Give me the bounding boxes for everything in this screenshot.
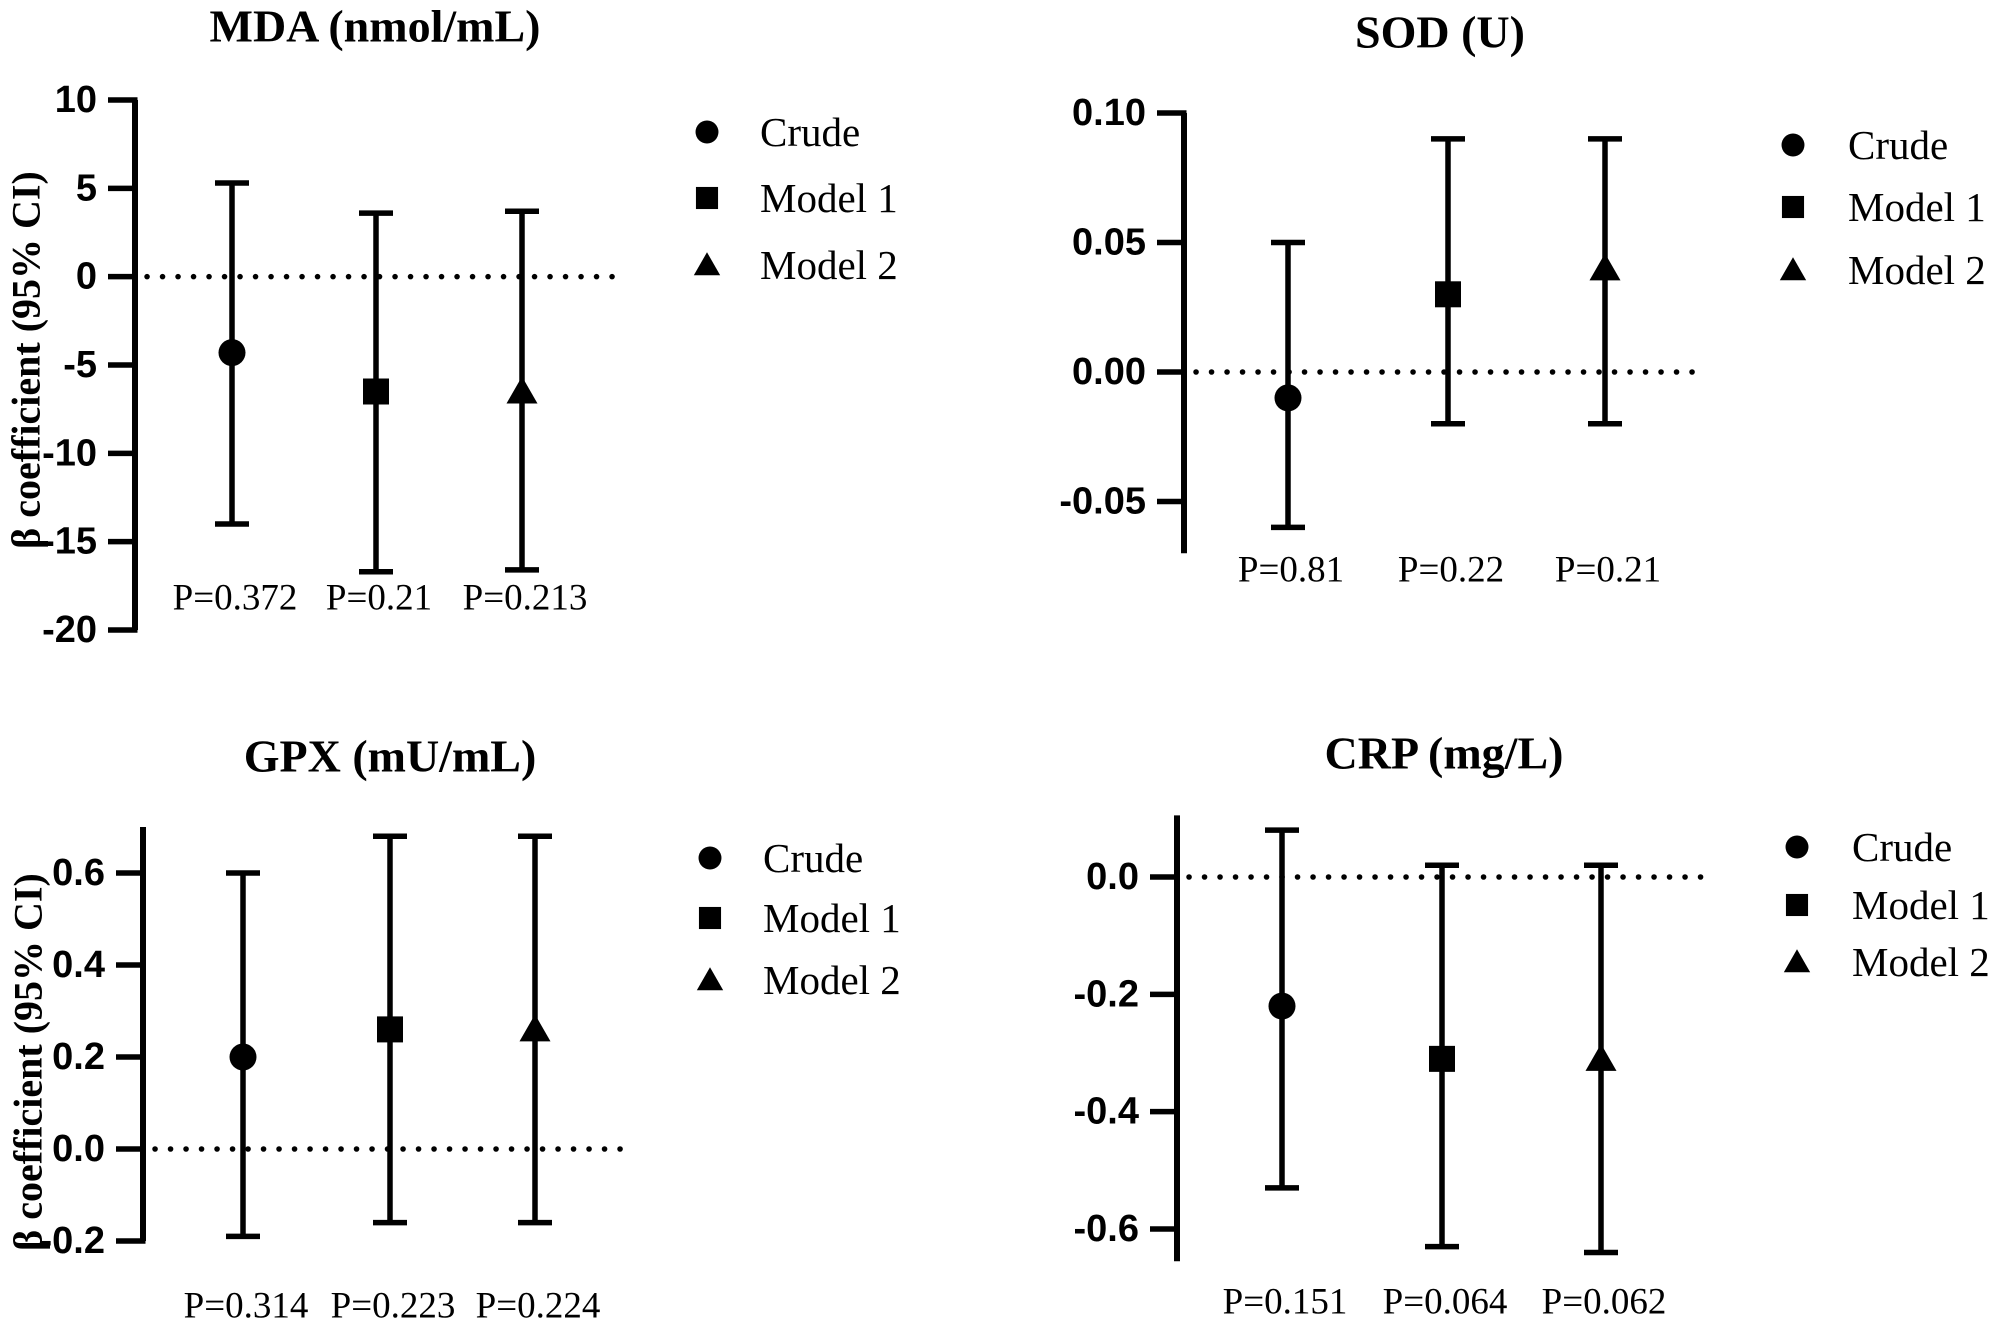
legend-label: Model 1 bbox=[1848, 184, 1986, 230]
data-point-triangle-icon bbox=[519, 1014, 551, 1042]
p-value-label: P=0.151 bbox=[1223, 1282, 1348, 1323]
legend-square-icon bbox=[1781, 195, 1805, 219]
p-value-label: P=0.062 bbox=[1542, 1282, 1667, 1323]
panel-title: MDA (nmol/mL) bbox=[210, 1, 541, 52]
data-point-triangle-icon bbox=[1589, 253, 1621, 281]
legend-circle-icon bbox=[1785, 835, 1809, 859]
y-tick-label: 0.0 bbox=[52, 1128, 105, 1170]
p-value-label: P=0.314 bbox=[184, 1286, 309, 1325]
legend-label: Model 2 bbox=[1848, 247, 1986, 293]
p-value-label: P=0.223 bbox=[331, 1286, 456, 1325]
legend: Crude Model 1 Model 2 bbox=[1783, 824, 1990, 985]
p-value-label: P=0.21 bbox=[326, 578, 432, 619]
y-tick-label: -0.2 bbox=[1074, 973, 1139, 1015]
p-value-label: P=0.21 bbox=[1555, 550, 1661, 591]
legend-label: Crude bbox=[760, 109, 860, 155]
legend-label: Crude bbox=[763, 835, 863, 881]
panel-title: CRP (mg/L) bbox=[1325, 728, 1564, 779]
y-tick-label: -0.6 bbox=[1074, 1208, 1139, 1250]
legend-triangle-icon bbox=[1779, 257, 1807, 281]
data-point-triangle-icon bbox=[506, 376, 538, 404]
p-value-label: P=0.213 bbox=[463, 578, 588, 619]
y-tick-label: 5 bbox=[76, 167, 97, 209]
legend-triangle-icon bbox=[1783, 949, 1811, 973]
y-tick-label: 0.00 bbox=[1072, 351, 1146, 393]
panel-mda: 10 5 0 -5 -10 -15 -20 P=0.372 P=0.21 P=0.213 MDA (… bbox=[4, 1, 898, 652]
y-tick-label: 0.4 bbox=[52, 944, 105, 986]
panel-title: GPX (mU/mL) bbox=[244, 731, 537, 782]
legend-circle-icon bbox=[1781, 133, 1805, 157]
panel-gpx: 0.6 0.4 0.2 0.0 -0.2 P=0.314 P=0.223 P=0.224 GPX… bbox=[6, 731, 901, 1325]
y-tick-label: 0.05 bbox=[1072, 222, 1146, 264]
data-point-square-icon bbox=[1429, 1045, 1455, 1072]
legend-label: Model 2 bbox=[760, 242, 898, 288]
y-tick-label: -0.4 bbox=[1074, 1091, 1139, 1133]
p-value-label: P=0.22 bbox=[1398, 550, 1504, 591]
panel-crp: 0.0 -0.2 -0.4 -0.6 P=0.151 P=0.064 P=0.062 CRP … bbox=[1074, 728, 1990, 1323]
y-tick-label: 0.0 bbox=[1086, 856, 1139, 898]
panel-sod: 0.10 0.05 0.00 -0.05 P=0.81 P=0.22 P=0.21 SOD (… bbox=[1059, 7, 1985, 591]
y-tick-label: 10 bbox=[55, 79, 97, 121]
legend-label: Model 2 bbox=[763, 957, 901, 1003]
y-tick-label: -15 bbox=[42, 521, 97, 563]
legend-label: Crude bbox=[1852, 824, 1952, 870]
panel-title: SOD (U) bbox=[1355, 7, 1525, 58]
data-point-triangle-icon bbox=[1585, 1043, 1617, 1071]
data-point-square-icon bbox=[363, 378, 389, 405]
legend-square-icon bbox=[695, 186, 719, 210]
data-point-square-icon bbox=[1435, 281, 1461, 308]
legend-square-icon bbox=[698, 906, 722, 930]
y-tick-label: -20 bbox=[42, 609, 97, 651]
y-tick-label: -5 bbox=[63, 344, 97, 386]
data-point-square-icon bbox=[377, 1016, 403, 1043]
legend-circle-icon bbox=[698, 846, 722, 870]
data-point-circle-icon bbox=[218, 339, 246, 367]
legend-label: Model 2 bbox=[1852, 939, 1990, 985]
legend-label: Model 1 bbox=[760, 175, 898, 221]
y-tick-label: 0.10 bbox=[1072, 92, 1146, 134]
legend-circle-icon bbox=[695, 120, 719, 144]
y-tick-label: -10 bbox=[42, 432, 97, 474]
data-point-circle-icon bbox=[229, 1043, 257, 1071]
legend-label: Crude bbox=[1848, 122, 1948, 168]
p-value-label: P=0.372 bbox=[173, 578, 298, 619]
p-value-label: P=0.81 bbox=[1238, 550, 1344, 591]
y-axis-title: β coefficient (95% CI) bbox=[4, 171, 49, 549]
y-tick-label: -0.05 bbox=[1059, 481, 1146, 523]
legend-label: Model 1 bbox=[763, 895, 901, 941]
p-value-label: P=0.224 bbox=[476, 1286, 601, 1325]
legend: Crude Model 1 Model 2 bbox=[693, 109, 898, 288]
legend-triangle-icon bbox=[696, 967, 724, 991]
y-axis-title: β coefficient (95% CI) bbox=[6, 873, 51, 1251]
legend-square-icon bbox=[1785, 893, 1809, 917]
y-tick-label: 0.2 bbox=[52, 1036, 105, 1078]
legend-label: Model 1 bbox=[1852, 882, 1990, 928]
y-tick-label: -0.2 bbox=[40, 1220, 105, 1262]
legend: Crude Model 1 Model 2 bbox=[696, 835, 901, 1003]
legend: Crude Model 1 Model 2 bbox=[1779, 122, 1986, 293]
data-point-circle-icon bbox=[1268, 992, 1296, 1020]
data-point-circle-icon bbox=[1274, 384, 1302, 412]
p-value-label: P=0.064 bbox=[1383, 1282, 1508, 1323]
y-tick-label: 0.6 bbox=[52, 852, 105, 894]
legend-triangle-icon bbox=[693, 252, 721, 276]
y-tick-label: 0 bbox=[76, 256, 97, 298]
